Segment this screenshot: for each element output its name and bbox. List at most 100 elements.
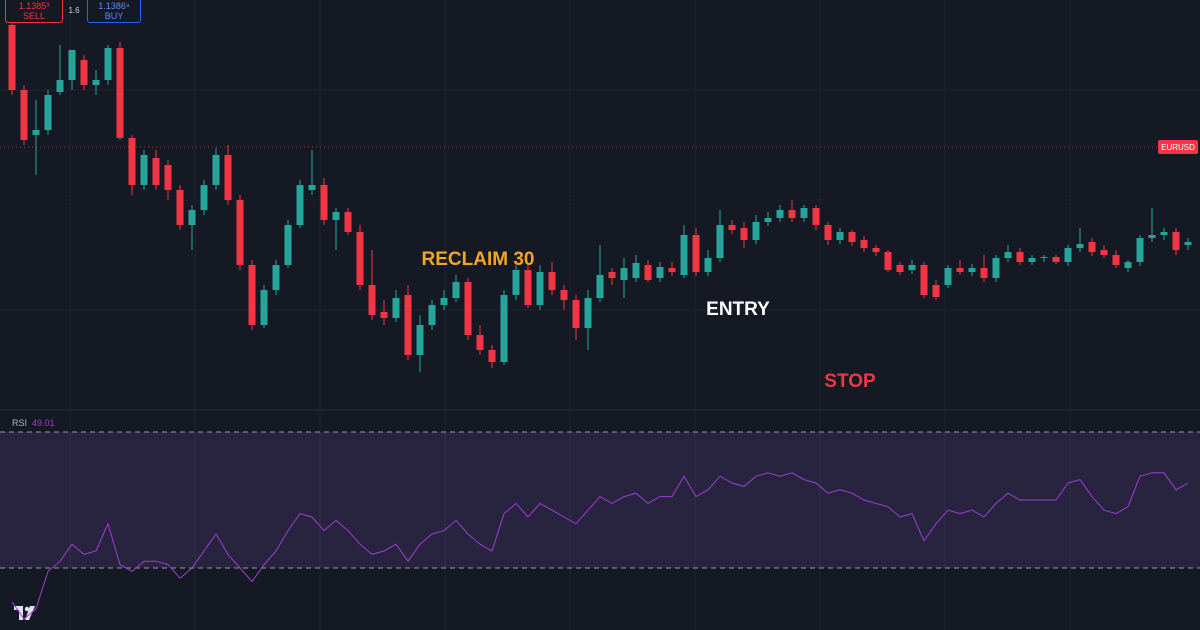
candle-body (464, 282, 472, 335)
sell-button[interactable]: 1.1385³ SELL (5, 0, 63, 23)
candle-body (632, 263, 640, 278)
candle-body (176, 190, 184, 225)
candle-body (548, 272, 556, 290)
candle-body (728, 225, 736, 230)
candle-body (764, 218, 772, 222)
candle-body (704, 258, 712, 272)
candle-body (572, 300, 580, 328)
annotation: ENTRY (706, 299, 770, 320)
candle-body (524, 270, 532, 305)
candle-body (848, 232, 856, 242)
candle-body (296, 185, 304, 225)
candle-body (284, 225, 292, 265)
candle-body (1064, 248, 1072, 262)
candle-body (488, 350, 496, 362)
candle-body (932, 285, 940, 297)
candle-body (1052, 257, 1060, 262)
candle-body (668, 268, 676, 272)
candle-body (32, 130, 40, 135)
price-label: EURUSD (1161, 143, 1195, 152)
candle-body (8, 25, 16, 90)
candle-body (20, 90, 28, 140)
candle-body (416, 325, 424, 355)
candle-body (512, 270, 520, 295)
candle-body (908, 265, 916, 270)
candle-body (656, 267, 664, 278)
candle-body (1124, 262, 1132, 268)
candle-body (1004, 252, 1012, 258)
candle-body (56, 80, 64, 92)
candle-body (224, 155, 232, 200)
candle-body (812, 208, 820, 225)
candle-body (1016, 252, 1024, 262)
candle-body (740, 228, 748, 240)
candle-body (428, 305, 436, 325)
candle-body (752, 222, 760, 240)
candle-body (116, 48, 124, 138)
buy-button[interactable]: 1.1386⁹ BUY (87, 0, 141, 23)
candle-body (80, 60, 88, 85)
logo (14, 606, 35, 620)
candle-body (788, 210, 796, 218)
candle-body (476, 335, 484, 350)
candle-body (680, 235, 688, 275)
price-label-box (1158, 140, 1198, 154)
candle-body (152, 158, 160, 185)
candle-body (716, 225, 724, 258)
rsi-title: RSI (12, 418, 27, 428)
sell-price: 1.1385³ (18, 1, 50, 11)
candle-body (692, 235, 700, 272)
buy-label: BUY (104, 11, 124, 21)
candle-body (1100, 250, 1108, 255)
candle-body (452, 282, 460, 298)
candle-body (1184, 242, 1192, 245)
candle-body (272, 265, 280, 290)
candle-body (104, 48, 112, 80)
candle-body (836, 232, 844, 240)
candle-body (872, 248, 880, 252)
candle-body (800, 208, 808, 218)
candle-body (1136, 238, 1144, 262)
candle-body (380, 312, 388, 318)
candle-body (1160, 232, 1168, 235)
candle-body (128, 138, 136, 185)
candle-body (356, 232, 364, 285)
candle-body (608, 272, 616, 278)
candle-body (1076, 244, 1084, 248)
candle-body (1148, 235, 1156, 238)
candle-body (92, 80, 100, 85)
candle-body (200, 185, 208, 210)
candle-body (776, 210, 784, 218)
candle-body (392, 298, 400, 318)
candle-body (212, 155, 220, 185)
candle-body (1112, 255, 1120, 265)
candle-body (536, 272, 544, 305)
candle-body (164, 165, 172, 190)
candle-body (1028, 258, 1036, 262)
rsi-line (11, 472, 1189, 620)
candle-body (968, 268, 976, 272)
candle-body (344, 212, 352, 232)
candle-body (884, 252, 892, 270)
annotation: STOP (824, 371, 876, 392)
candle-body (320, 185, 328, 220)
spread: 1.6 (68, 6, 80, 15)
candle-body (956, 268, 964, 272)
candle-body (1040, 257, 1048, 258)
candle-body (860, 240, 868, 248)
candle-body (920, 265, 928, 295)
candle-body (620, 268, 628, 280)
candle-body (248, 265, 256, 325)
candle-body (560, 290, 568, 300)
candle-body (140, 155, 148, 185)
candle-body (1172, 232, 1180, 250)
candle-body (440, 298, 448, 305)
candle-body (260, 290, 268, 325)
candle-body (308, 185, 316, 190)
candle-body (404, 295, 412, 355)
rsi-last-value: 49.01 (32, 418, 55, 428)
candle-body (44, 95, 52, 130)
candle-body (980, 268, 988, 278)
